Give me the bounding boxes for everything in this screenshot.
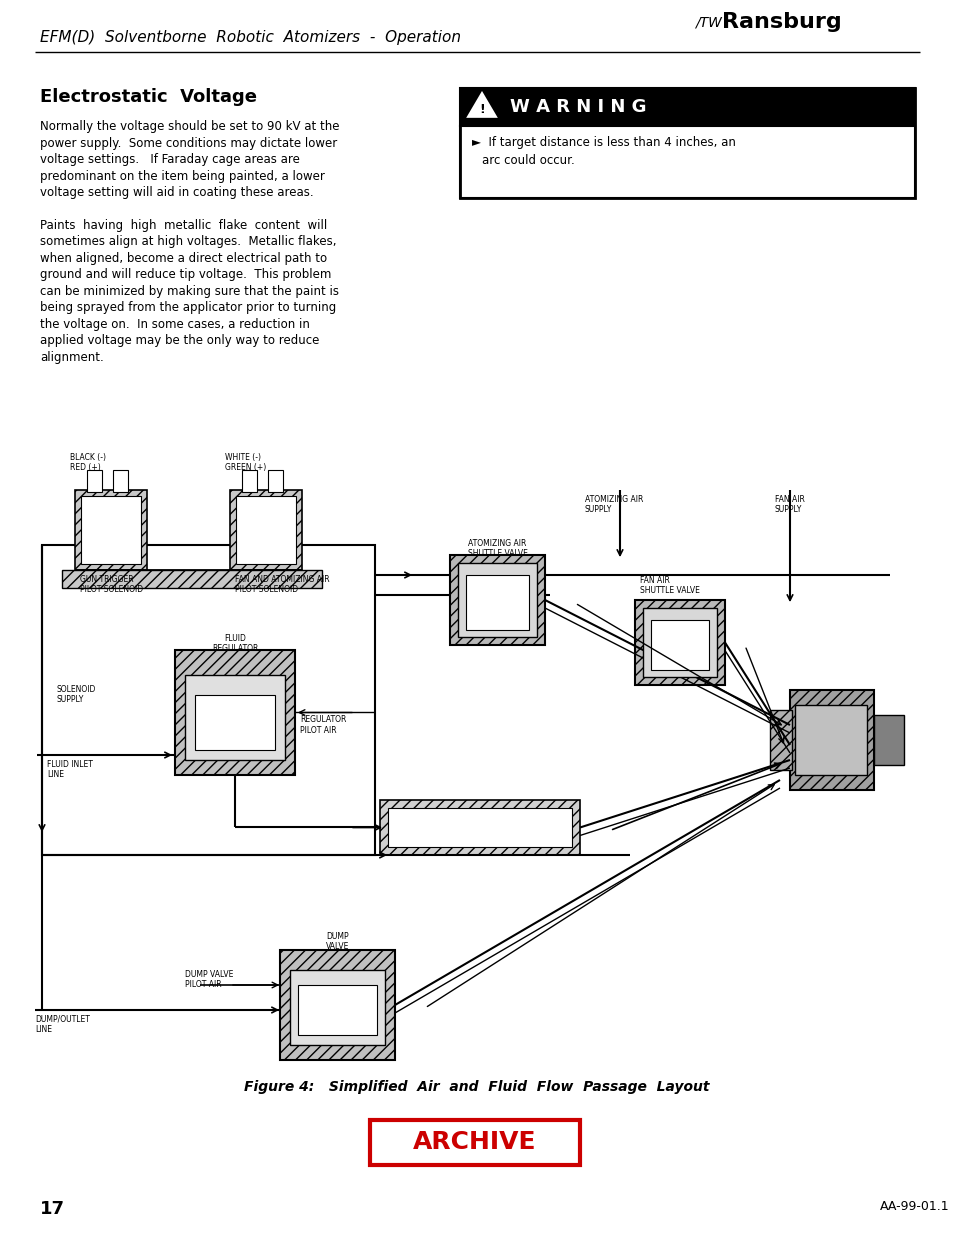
- Text: EFM(D)  Solventborne  Robotic  Atomizers  -  Operation: EFM(D) Solventborne Robotic Atomizers - …: [40, 30, 460, 44]
- Text: sometimes align at high voltages.  Metallic flakes,: sometimes align at high voltages. Metall…: [40, 235, 336, 248]
- Text: ground and will reduce tip voltage.  This problem: ground and will reduce tip voltage. This…: [40, 268, 331, 282]
- Bar: [794, 705, 866, 776]
- Text: FAN AIR
SHUTTLE VALVE: FAN AIR SHUTTLE VALVE: [639, 576, 700, 595]
- Bar: [789, 690, 873, 790]
- Text: DUMP VALVE
PILOT AIR: DUMP VALVE PILOT AIR: [185, 969, 233, 989]
- Bar: [459, 88, 914, 198]
- Bar: [457, 563, 537, 637]
- Text: can be minimized by making sure that the paint is: can be minimized by making sure that the…: [40, 284, 338, 298]
- Bar: [459, 126, 914, 198]
- Text: voltage setting will aid in coating these areas.: voltage setting will aid in coating thes…: [40, 186, 314, 199]
- Bar: [769, 710, 791, 769]
- Text: ATOMIZING AIR
SUPPLY: ATOMIZING AIR SUPPLY: [584, 495, 642, 515]
- Bar: [650, 620, 708, 671]
- Bar: [230, 490, 302, 571]
- Text: FLUID
REGULATOR: FLUID REGULATOR: [212, 634, 258, 653]
- Text: Ransburg: Ransburg: [721, 12, 841, 32]
- Text: DUMP/OUTLET
LINE: DUMP/OUTLET LINE: [35, 1015, 90, 1035]
- Bar: [42, 545, 375, 855]
- Bar: [81, 496, 141, 564]
- Polygon shape: [468, 93, 496, 117]
- Bar: [268, 471, 283, 492]
- Text: SOLENOID
SUPPLY: SOLENOID SUPPLY: [57, 685, 96, 704]
- Text: Figure 4:   Simplified  Air  and  Fluid  Flow  Passage  Layout: Figure 4: Simplified Air and Fluid Flow …: [244, 1079, 709, 1094]
- Text: voltage settings.   If Faraday cage areas are: voltage settings. If Faraday cage areas …: [40, 153, 299, 165]
- Bar: [379, 800, 579, 855]
- Bar: [465, 576, 529, 630]
- Bar: [450, 555, 544, 645]
- Text: GUN TRIGGER
PILOT SOLENOID: GUN TRIGGER PILOT SOLENOID: [80, 576, 143, 594]
- Text: FLUID INLET
LINE: FLUID INLET LINE: [47, 760, 92, 779]
- Bar: [642, 608, 717, 677]
- Text: ATOMIZING AIR
SHUTTLE VALVE: ATOMIZING AIR SHUTTLE VALVE: [467, 538, 527, 558]
- Bar: [174, 650, 294, 776]
- Text: 17: 17: [40, 1200, 65, 1218]
- Text: !: !: [478, 103, 484, 116]
- Bar: [235, 496, 295, 564]
- Text: applied voltage may be the only way to reduce: applied voltage may be the only way to r…: [40, 333, 319, 347]
- Bar: [242, 471, 256, 492]
- Text: W A R N I N G: W A R N I N G: [510, 98, 646, 116]
- Text: power supply.  Some conditions may dictate lower: power supply. Some conditions may dictat…: [40, 137, 337, 149]
- Text: FAN AIR
SUPPLY: FAN AIR SUPPLY: [774, 495, 804, 515]
- Text: ARCHIVE: ARCHIVE: [413, 1130, 537, 1155]
- Bar: [112, 471, 128, 492]
- Text: alignment.: alignment.: [40, 351, 104, 363]
- Bar: [280, 950, 395, 1060]
- Bar: [75, 490, 147, 571]
- Bar: [290, 969, 385, 1045]
- Bar: [185, 676, 285, 760]
- Text: the voltage on.  In some cases, a reduction in: the voltage on. In some cases, a reducti…: [40, 317, 310, 331]
- Bar: [297, 986, 376, 1035]
- Bar: [388, 808, 572, 847]
- Text: Electrostatic  Voltage: Electrostatic Voltage: [40, 88, 256, 106]
- Bar: [873, 715, 903, 764]
- Bar: [459, 88, 914, 126]
- Text: BLACK (-): BLACK (-): [70, 453, 106, 462]
- Text: GREEN (+): GREEN (+): [225, 463, 266, 472]
- Text: predominant on the item being painted, a lower: predominant on the item being painted, a…: [40, 169, 325, 183]
- Text: AA-99-01.1: AA-99-01.1: [879, 1200, 948, 1213]
- Bar: [370, 1120, 579, 1165]
- Bar: [62, 571, 322, 588]
- Text: DUMP
VALVE: DUMP VALVE: [326, 932, 349, 951]
- Text: FAN AND ATOMIZING AIR
PILOT SOLENOID: FAN AND ATOMIZING AIR PILOT SOLENOID: [234, 576, 330, 594]
- Text: REGULATOR
PILOT AIR: REGULATOR PILOT AIR: [299, 715, 346, 735]
- Text: being sprayed from the applicator prior to turning: being sprayed from the applicator prior …: [40, 301, 335, 314]
- Bar: [194, 695, 274, 750]
- Bar: [635, 600, 724, 685]
- Text: Normally the voltage should be set to 90 kV at the: Normally the voltage should be set to 90…: [40, 120, 339, 133]
- Text: RED (+): RED (+): [70, 463, 101, 472]
- Text: ►  If target distance is less than 4 inches, an: ► If target distance is less than 4 inch…: [472, 136, 735, 149]
- Text: arc could occur.: arc could occur.: [481, 154, 574, 167]
- Bar: [87, 471, 102, 492]
- Text: WHITE (-): WHITE (-): [225, 453, 261, 462]
- Text: when aligned, become a direct electrical path to: when aligned, become a direct electrical…: [40, 252, 327, 264]
- Text: /TW: /TW: [695, 15, 721, 28]
- Text: Paints  having  high  metallic  flake  content  will: Paints having high metallic flake conten…: [40, 219, 327, 231]
